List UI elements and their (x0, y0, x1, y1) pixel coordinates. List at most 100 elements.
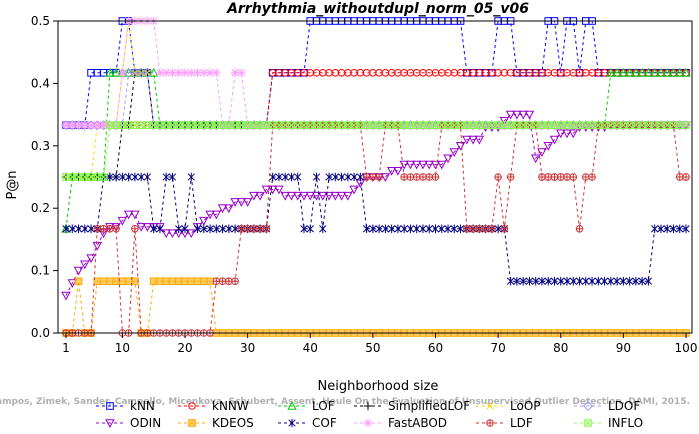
data-point (568, 129, 579, 139)
data-point (106, 172, 114, 182)
data-point (336, 191, 347, 201)
data-point (600, 276, 609, 286)
data-point (449, 148, 460, 157)
data-point (331, 172, 339, 182)
data-point (231, 224, 239, 234)
legend-item-LDOF: LDOF (574, 399, 640, 413)
data-point (450, 224, 458, 234)
legend-marker (287, 401, 297, 410)
data-point (68, 224, 76, 234)
y-tick-label: 0.1 (31, 264, 50, 278)
legend-label: FastABOD (388, 416, 447, 430)
data-point (61, 291, 71, 301)
data-point (455, 142, 466, 151)
series-COF (62, 172, 690, 286)
data-point (92, 241, 103, 251)
data-point (212, 224, 220, 234)
data-point (343, 191, 353, 201)
data-point (275, 172, 283, 182)
data-point (682, 224, 690, 234)
data-point (406, 173, 415, 181)
data-point (87, 224, 95, 234)
legend-marker (486, 419, 494, 427)
data-point (93, 120, 102, 130)
data-point (544, 276, 552, 286)
data-point (474, 135, 485, 145)
data-point (350, 172, 358, 182)
data-point (267, 185, 278, 195)
data-point (67, 279, 78, 289)
y-tick-label: 0.3 (31, 139, 50, 153)
data-point (362, 173, 371, 181)
legend-label: LOF (312, 399, 335, 413)
data-point (199, 216, 209, 226)
x-axis-label: Neighborhood size (318, 379, 439, 394)
data-point (575, 225, 584, 233)
data-point (230, 198, 240, 207)
legend-label: KDEOS (212, 416, 254, 430)
legend-item-ODIN: ODIN (96, 416, 161, 430)
legend-marker (582, 400, 594, 412)
data-point (400, 224, 408, 234)
legend-item-SimplifiedLOF: SimplifiedLOF (354, 399, 470, 413)
data-point (206, 224, 214, 234)
data-point (261, 185, 272, 195)
data-point (123, 210, 134, 220)
x-tick-label: 1 (62, 341, 70, 355)
data-point (375, 224, 383, 234)
data-point (269, 172, 277, 182)
legend-label: SimplifiedLOF (388, 399, 470, 413)
y-tick-label: 0.0 (31, 326, 50, 340)
data-point (425, 173, 434, 181)
legend-marker (584, 419, 592, 427)
data-point (118, 68, 127, 78)
data-point (330, 191, 341, 201)
data-point (212, 68, 221, 78)
data-point (524, 110, 535, 120)
data-point (425, 224, 433, 234)
data-point (149, 277, 158, 286)
data-point (206, 277, 214, 286)
data-point (300, 224, 308, 234)
data-point (299, 191, 309, 201)
legend-item-kNNW: kNNW (178, 399, 249, 413)
data-point (481, 225, 490, 233)
legend-label: COF (312, 416, 337, 430)
data-point (124, 172, 133, 182)
data-point (211, 210, 222, 220)
data-point (681, 67, 691, 77)
data-point (663, 224, 671, 234)
data-point (413, 224, 421, 234)
data-point (237, 68, 246, 78)
data-point (324, 191, 334, 201)
data-point (613, 276, 621, 286)
data-point (74, 120, 83, 130)
data-point (162, 172, 170, 182)
data-point (143, 172, 152, 182)
data-point (505, 110, 516, 120)
data-point (225, 224, 233, 234)
legend-item-kNN: kNN (96, 399, 155, 413)
series-LOF (61, 67, 691, 233)
data-point (676, 224, 684, 234)
data-point (506, 173, 515, 181)
chart-title: Arrhythmia_withoutdupl_norm_05_v06 (226, 1, 529, 17)
data-point (106, 277, 114, 286)
data-point (93, 277, 102, 286)
data-point (419, 224, 427, 234)
data-point (582, 276, 590, 286)
series-line-LOF (65, 72, 686, 229)
data-point (142, 67, 153, 78)
data-point (494, 224, 502, 234)
data-point (437, 160, 447, 170)
data-point (242, 198, 253, 207)
data-point (106, 225, 114, 233)
data-point (668, 67, 679, 77)
data-point (632, 276, 640, 286)
data-point (519, 276, 527, 286)
data-point (575, 276, 584, 286)
data-point (156, 277, 164, 286)
data-point (231, 277, 239, 285)
data-point (137, 172, 145, 182)
